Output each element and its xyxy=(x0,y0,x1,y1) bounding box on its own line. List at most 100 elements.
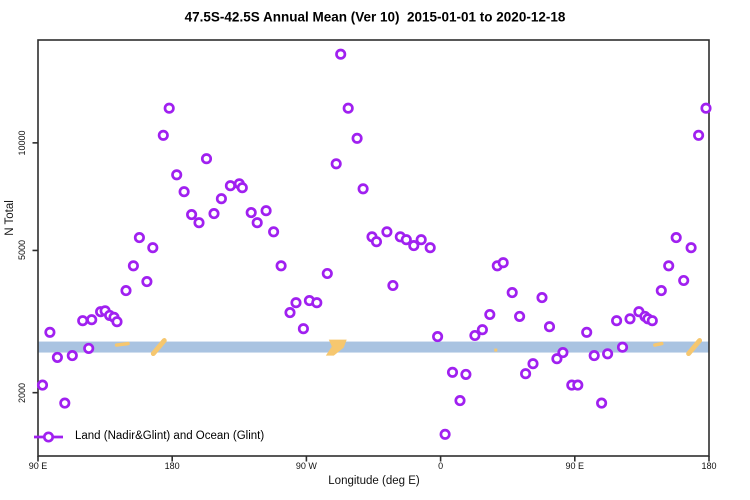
data-point[interactable] xyxy=(476,324,488,336)
y-tick-label: 5000 xyxy=(17,240,27,261)
data-point[interactable] xyxy=(497,257,509,269)
data-point[interactable] xyxy=(460,368,472,380)
data-point[interactable] xyxy=(596,397,608,409)
data-point[interactable] xyxy=(624,313,636,325)
data-point[interactable] xyxy=(321,267,333,280)
data-point[interactable] xyxy=(120,285,132,297)
y-tick-label: 2000 xyxy=(17,382,27,403)
land-patch xyxy=(653,341,664,347)
data-point[interactable] xyxy=(446,366,459,378)
data-point[interactable] xyxy=(484,308,496,321)
data-point[interactable] xyxy=(275,260,287,272)
data-point[interactable] xyxy=(693,129,705,141)
data-point[interactable] xyxy=(127,260,139,272)
land-patch xyxy=(325,339,347,356)
data-point[interactable] xyxy=(163,102,175,114)
data-point[interactable] xyxy=(572,379,584,391)
data-point[interactable] xyxy=(469,329,481,342)
data-point[interactable] xyxy=(520,368,532,380)
data-point[interactable] xyxy=(186,209,198,221)
data-point[interactable] xyxy=(86,314,98,326)
data-point[interactable] xyxy=(171,169,183,181)
data-point[interactable] xyxy=(178,186,190,198)
data-point[interactable] xyxy=(432,331,444,343)
data-point[interactable] xyxy=(663,260,675,272)
data-point[interactable] xyxy=(157,129,169,141)
x-tick-label: 180 xyxy=(164,461,180,471)
land-patch xyxy=(114,341,130,347)
data-point[interactable] xyxy=(670,232,682,244)
data-point[interactable] xyxy=(581,326,593,338)
x-tick-label: 90 E xyxy=(28,461,48,471)
data-point[interactable] xyxy=(551,353,563,365)
data-point[interactable] xyxy=(200,153,213,165)
data-point[interactable] xyxy=(224,180,236,192)
data-point[interactable] xyxy=(454,395,466,407)
data-point[interactable] xyxy=(536,292,548,304)
data-point[interactable] xyxy=(284,307,296,319)
ocean-band xyxy=(38,341,709,353)
data-point[interactable] xyxy=(611,315,623,327)
data-point[interactable] xyxy=(215,193,227,205)
data-point[interactable] xyxy=(147,242,159,254)
data-point[interactable] xyxy=(387,279,399,292)
data-point[interactable] xyxy=(330,158,342,170)
data-point[interactable] xyxy=(245,207,257,219)
land-patch xyxy=(686,338,703,357)
x-axis-title: Longitude (deg E) xyxy=(328,475,420,487)
data-point[interactable] xyxy=(59,397,71,409)
data-point[interactable] xyxy=(527,358,539,370)
data-point[interactable] xyxy=(77,315,89,327)
data-point[interactable] xyxy=(133,232,145,244)
data-point[interactable] xyxy=(208,208,220,220)
data-point[interactable] xyxy=(588,350,600,362)
data-point[interactable] xyxy=(342,102,354,114)
data-point[interactable] xyxy=(297,323,309,335)
data-point[interactable] xyxy=(543,321,556,333)
data-point[interactable] xyxy=(36,379,49,391)
data-point[interactable] xyxy=(311,297,323,309)
data-point[interactable] xyxy=(506,287,518,299)
data-point[interactable] xyxy=(370,236,383,248)
land-patch xyxy=(150,338,167,357)
data-point[interactable] xyxy=(602,348,614,360)
data-point[interactable] xyxy=(251,217,263,229)
data-point[interactable] xyxy=(66,350,78,362)
x-tick-label: 0 xyxy=(438,461,444,471)
data-point[interactable] xyxy=(700,102,712,114)
x-tick-label: 180 xyxy=(701,461,717,471)
data-point[interactable] xyxy=(400,234,412,246)
data-point[interactable] xyxy=(646,315,658,327)
data-point[interactable] xyxy=(44,326,56,338)
data-point[interactable] xyxy=(83,342,95,354)
chart-title: 47.5S-42.5S Annual Mean (Ver 10) 2015-01… xyxy=(184,9,566,25)
data-point[interactable] xyxy=(236,182,248,194)
data-point[interactable] xyxy=(424,242,436,254)
x-tick-label: 90 E xyxy=(565,461,585,471)
data-point[interactable] xyxy=(415,234,427,246)
data-point[interactable] xyxy=(616,341,629,353)
data-point[interactable] xyxy=(685,242,697,254)
data-point[interactable] xyxy=(557,347,569,359)
y-tick-label: 10000 xyxy=(17,130,27,156)
data-point[interactable] xyxy=(678,274,690,287)
data-point[interactable] xyxy=(335,48,347,60)
data-point[interactable] xyxy=(514,310,526,322)
data-point[interactable] xyxy=(357,183,369,195)
data-point[interactable] xyxy=(260,205,272,217)
legend-label: Land (Nadir&Glint) and Ocean (Glint) xyxy=(75,430,265,442)
data-point[interactable] xyxy=(141,276,153,288)
data-point[interactable] xyxy=(381,226,393,238)
data-point[interactable] xyxy=(351,132,363,144)
data-point[interactable] xyxy=(290,297,302,309)
data-point[interactable] xyxy=(408,240,420,252)
data-point[interactable] xyxy=(439,428,451,440)
data-point[interactable] xyxy=(193,217,205,229)
data-point[interactable] xyxy=(268,226,280,238)
data-point[interactable] xyxy=(51,351,63,363)
data-point[interactable] xyxy=(111,316,123,328)
land-patch xyxy=(494,348,498,352)
data-point[interactable] xyxy=(655,285,667,297)
